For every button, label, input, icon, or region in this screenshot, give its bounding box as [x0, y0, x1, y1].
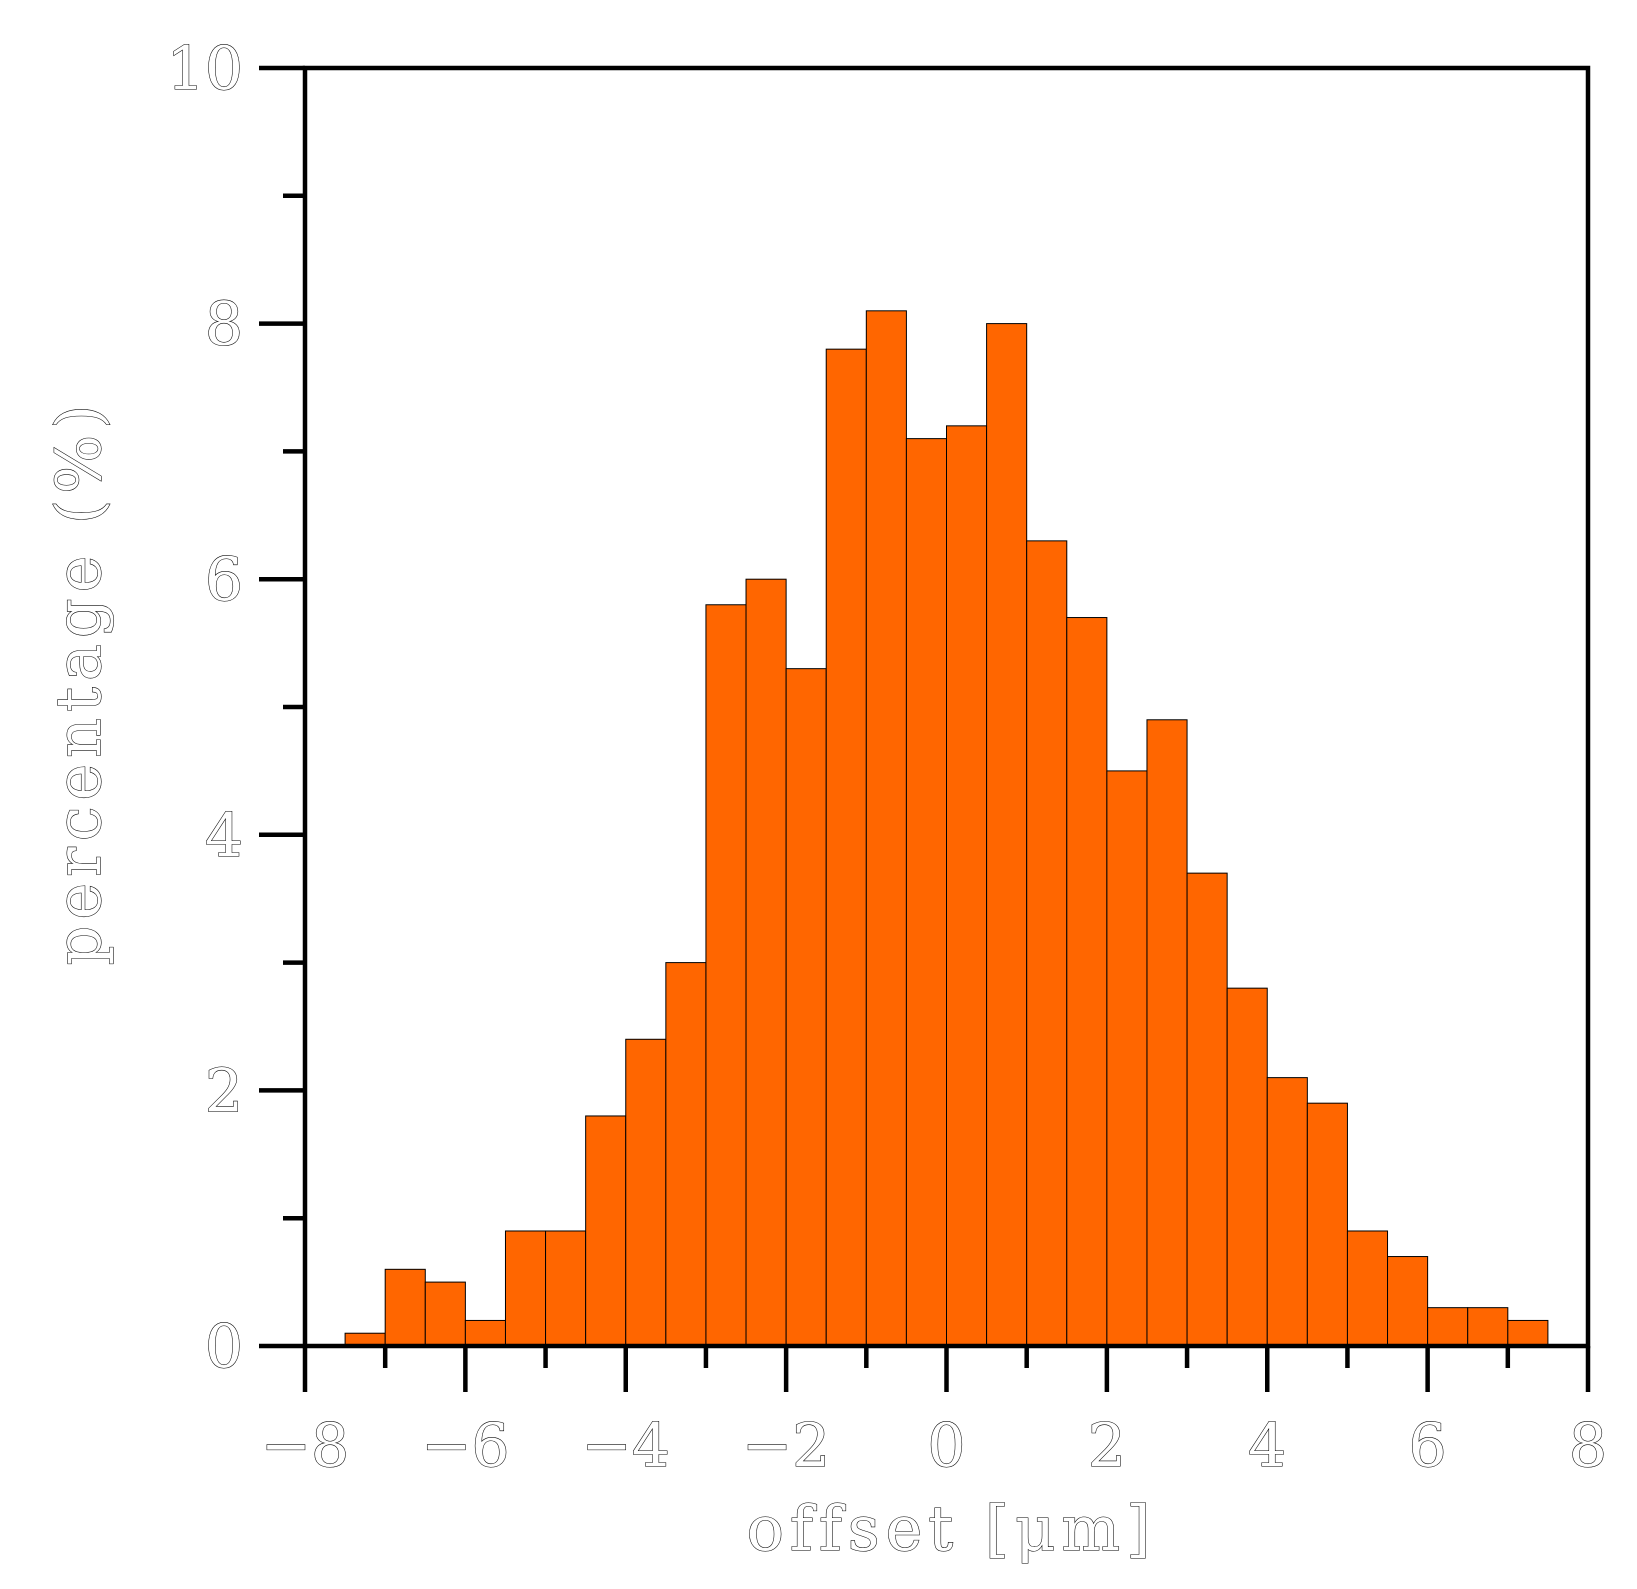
- y-tick-label: 4: [205, 801, 243, 871]
- ticks-group: [259, 65, 1591, 1392]
- x-tick-label: −2: [742, 1411, 830, 1481]
- histogram-bar: [785, 668, 827, 1347]
- histogram-bar: [545, 1230, 587, 1347]
- histogram-bar: [1427, 1307, 1469, 1347]
- histogram-bar: [1066, 617, 1108, 1347]
- y-tick-label: 6: [205, 545, 243, 615]
- y-tick-label: 2: [205, 1056, 243, 1126]
- histogram-bar: [424, 1281, 466, 1347]
- histogram-bar: [946, 425, 988, 1347]
- histogram-bar: [1306, 1102, 1348, 1347]
- histogram-bar: [1226, 987, 1268, 1347]
- y-tick-label: 10: [167, 34, 243, 104]
- histogram-bar: [464, 1319, 506, 1347]
- histogram-bar: [1186, 872, 1228, 1347]
- histogram-bar: [585, 1115, 627, 1347]
- plot-frame: [302, 65, 1591, 1349]
- histogram-bar: [865, 310, 907, 1347]
- histogram-bar: [745, 578, 787, 1347]
- x-axis-label: offset [μm]: [747, 1492, 1157, 1565]
- x-tick-label: −4: [582, 1411, 670, 1481]
- histogram-bar: [1026, 540, 1068, 1347]
- y-axis-label: percentage (%): [42, 399, 115, 966]
- histogram-bar: [665, 962, 707, 1347]
- histogram-bar: [625, 1038, 667, 1347]
- histogram-bar: [1387, 1256, 1429, 1347]
- x-tick-label: −8: [261, 1411, 349, 1481]
- histogram-bar: [1266, 1077, 1308, 1347]
- y-tick-label: 8: [205, 290, 243, 360]
- x-tick-label: 6: [1409, 1411, 1447, 1481]
- histogram-bar: [504, 1230, 547, 1347]
- histogram-bar: [1346, 1230, 1389, 1347]
- histogram-bar: [384, 1268, 426, 1347]
- y-tick-label: 0: [205, 1312, 243, 1382]
- histogram-bar: [986, 323, 1028, 1347]
- x-tick-label: 2: [1088, 1411, 1126, 1481]
- tick-labels-group: −8 −6 −4 −2 0 2 4 6 8 0 2 4 6 8 10: [166, 33, 1608, 1481]
- histogram-bar: [1467, 1307, 1509, 1347]
- histogram-bar: [1507, 1319, 1549, 1347]
- x-tick-label: 4: [1248, 1411, 1286, 1481]
- histogram-bar: [1106, 770, 1148, 1347]
- histogram-bar: [825, 348, 867, 1347]
- bars-group: [344, 310, 1549, 1347]
- histogram-bar: [905, 438, 947, 1347]
- histogram-bar: [1146, 719, 1188, 1347]
- x-tick-label: −6: [421, 1411, 509, 1481]
- histogram-bar: [705, 604, 747, 1347]
- x-tick-label: 8: [1569, 1411, 1607, 1481]
- x-tick-label: 0: [927, 1411, 965, 1481]
